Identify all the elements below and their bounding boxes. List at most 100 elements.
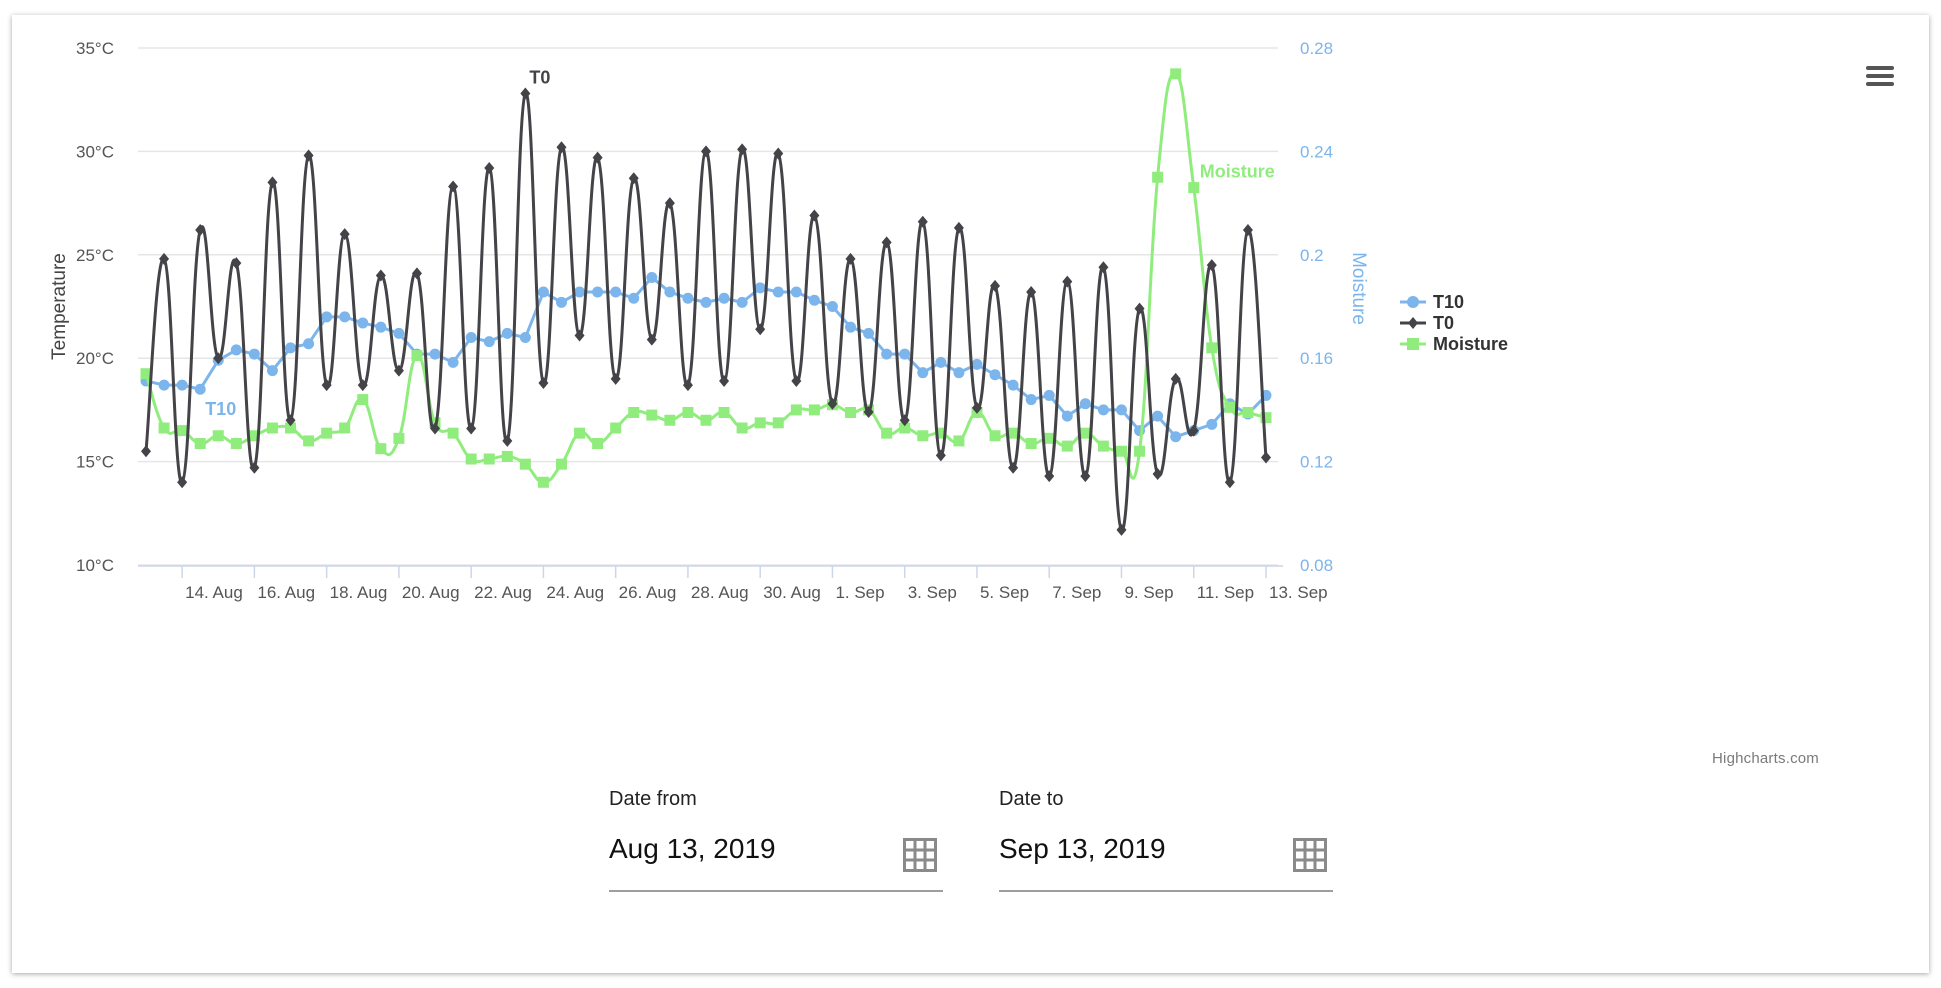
data-point bbox=[791, 374, 802, 387]
date-to-input[interactable] bbox=[999, 833, 1259, 865]
data-point bbox=[447, 356, 459, 368]
data-point bbox=[501, 327, 513, 339]
y-left-axis-title: Temperature bbox=[49, 253, 70, 360]
data-point bbox=[700, 414, 712, 426]
data-point bbox=[357, 379, 368, 392]
data-point bbox=[1242, 406, 1254, 418]
x-tick-label: 5. Sep bbox=[980, 583, 1029, 602]
data-point bbox=[1206, 418, 1218, 430]
data-point bbox=[194, 383, 206, 395]
data-point bbox=[502, 434, 513, 447]
data-point bbox=[808, 404, 820, 416]
data-point bbox=[375, 321, 387, 333]
legend-item-t10[interactable]: T10 bbox=[1400, 292, 1464, 312]
data-point bbox=[737, 143, 748, 156]
series-label-moisture: Moisture bbox=[1200, 162, 1275, 182]
y-left-tick-label: 10°C bbox=[76, 556, 114, 575]
data-point bbox=[231, 257, 242, 270]
data-point bbox=[592, 438, 604, 450]
y-left-tick-label: 35°C bbox=[76, 39, 114, 58]
data-point bbox=[1097, 404, 1109, 416]
data-point bbox=[483, 453, 495, 465]
y-right-tick-label: 0.16 bbox=[1300, 349, 1333, 368]
data-point bbox=[808, 294, 820, 306]
data-point bbox=[827, 397, 838, 410]
calendar-grid-icon[interactable] bbox=[903, 838, 937, 872]
data-point bbox=[628, 172, 639, 185]
legend-marker bbox=[1407, 296, 1419, 308]
highcharts-credits[interactable]: Highcharts.com bbox=[1712, 750, 1820, 767]
y-left-tick-label: 20°C bbox=[76, 349, 114, 368]
data-point bbox=[465, 453, 477, 465]
data-point bbox=[754, 417, 766, 429]
data-point bbox=[465, 332, 477, 344]
hamburger-menu-icon bbox=[1866, 66, 1894, 70]
data-point bbox=[826, 301, 838, 312]
data-point bbox=[393, 327, 405, 339]
data-point bbox=[1261, 451, 1271, 464]
data-point bbox=[863, 405, 874, 418]
data-point bbox=[177, 476, 188, 489]
data-point bbox=[917, 215, 928, 228]
data-point bbox=[736, 296, 748, 308]
data-point bbox=[628, 406, 640, 418]
data-point bbox=[267, 176, 278, 189]
data-point bbox=[248, 348, 260, 360]
data-point bbox=[610, 422, 622, 434]
data-point bbox=[953, 435, 965, 447]
data-point bbox=[375, 269, 386, 282]
x-tick-label: 16. Aug bbox=[257, 583, 315, 602]
legend-item-moisture[interactable]: Moisture bbox=[1400, 334, 1508, 354]
chart-menu-button[interactable] bbox=[1860, 60, 1896, 96]
data-point bbox=[610, 286, 622, 298]
data-point bbox=[1152, 171, 1164, 183]
data-point bbox=[1224, 401, 1236, 413]
date-from-field: Date from bbox=[609, 778, 943, 892]
data-point bbox=[989, 369, 1001, 381]
data-point bbox=[773, 147, 784, 160]
data-point bbox=[610, 372, 621, 385]
data-point bbox=[700, 296, 712, 308]
x-tick-label: 14. Aug bbox=[185, 583, 243, 602]
date-to-underline bbox=[999, 890, 1333, 892]
y-right-tick-label: 0.28 bbox=[1300, 39, 1333, 58]
data-point bbox=[447, 427, 459, 439]
data-point bbox=[1134, 445, 1146, 457]
data-point bbox=[1224, 476, 1235, 489]
data-point bbox=[519, 332, 531, 344]
series-line bbox=[144, 91, 1268, 532]
data-point bbox=[754, 282, 766, 294]
x-tick-label: 20. Aug bbox=[402, 583, 460, 602]
data-point bbox=[990, 279, 1001, 292]
data-point bbox=[501, 450, 513, 462]
data-point bbox=[303, 338, 315, 350]
data-point bbox=[357, 317, 369, 329]
calendar-grid-icon[interactable] bbox=[1293, 838, 1327, 872]
data-point bbox=[809, 209, 820, 222]
data-point bbox=[755, 323, 766, 336]
legend-item-t0[interactable]: T0 bbox=[1400, 313, 1454, 333]
data-point bbox=[248, 430, 260, 442]
data-point bbox=[537, 286, 549, 298]
date-from-input[interactable] bbox=[609, 833, 869, 865]
data-point bbox=[519, 458, 531, 470]
x-tick-label: 26. Aug bbox=[619, 583, 677, 602]
data-point bbox=[1080, 470, 1091, 483]
data-point bbox=[1025, 438, 1037, 450]
y-right-tick-label: 0.12 bbox=[1300, 453, 1333, 472]
data-point bbox=[682, 292, 694, 304]
data-point bbox=[140, 368, 152, 380]
x-tick-label: 11. Sep bbox=[1197, 583, 1254, 602]
data-point bbox=[899, 414, 910, 427]
data-point bbox=[899, 422, 911, 434]
x-tick-label: 30. Aug bbox=[763, 583, 821, 602]
data-point bbox=[285, 422, 297, 434]
data-point bbox=[194, 438, 206, 450]
data-point bbox=[718, 292, 730, 304]
legend-label: T0 bbox=[1433, 313, 1454, 333]
data-point bbox=[212, 430, 224, 442]
data-point bbox=[664, 286, 676, 298]
data-point bbox=[429, 348, 441, 360]
data-point bbox=[1206, 259, 1217, 272]
data-point bbox=[628, 292, 640, 304]
